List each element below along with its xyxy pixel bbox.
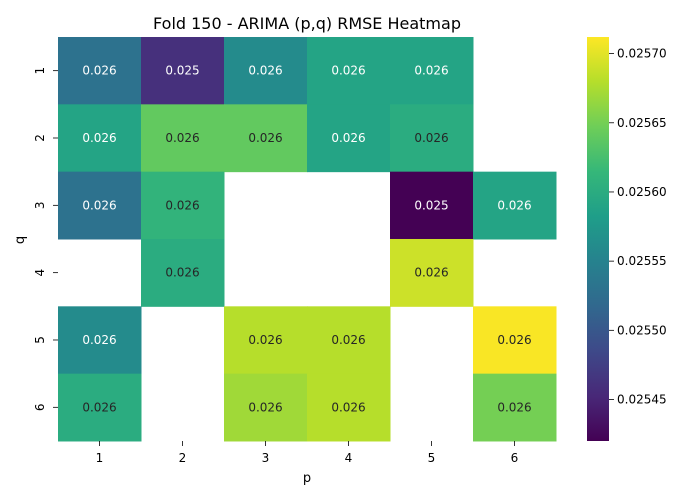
cell-value-label: 0.026 — [165, 198, 199, 212]
y-tick-label: 2 — [33, 134, 47, 142]
cell-value-label: 0.026 — [165, 131, 199, 145]
cell-value-label: 0.026 — [248, 131, 282, 145]
heatmap-cell — [224, 373, 308, 442]
cell-value-label: 0.026 — [248, 333, 282, 347]
x-tick-label: 6 — [511, 451, 519, 465]
cell-value-label: 0.025 — [165, 64, 199, 78]
heatmap-cell — [473, 171, 557, 240]
cell-value-label: 0.026 — [497, 400, 531, 414]
cell-value-label: 0.026 — [331, 131, 365, 145]
colorbar-tick-label: 0.02565 — [617, 116, 667, 130]
heatmap-cell — [390, 238, 474, 307]
y-tick-label: 1 — [33, 67, 47, 75]
colorbar-tick-label: 0.02555 — [617, 254, 667, 268]
cell-value-label: 0.026 — [497, 198, 531, 212]
heatmap-cells — [58, 37, 557, 442]
heatmap-cell — [141, 104, 225, 173]
y-tick-label: 3 — [33, 202, 47, 210]
cell-value-label: 0.026 — [414, 64, 448, 78]
x-axis-label: p — [303, 471, 311, 486]
cell-value-label: 0.026 — [82, 64, 116, 78]
heatmap-cell — [390, 37, 474, 105]
y-axis-label: q — [13, 236, 28, 244]
heatmap-cell — [307, 373, 391, 442]
heatmap-cell — [58, 104, 142, 173]
cell-value-label: 0.026 — [331, 400, 365, 414]
x-tick-label: 2 — [179, 451, 187, 465]
heatmap-cell — [390, 171, 474, 240]
heatmap-cell — [224, 37, 308, 105]
heatmap-cell — [473, 306, 557, 375]
heatmap-cell — [58, 373, 142, 442]
x-tick-label: 4 — [345, 451, 353, 465]
heatmap-cell — [58, 306, 142, 375]
heatmap-cell — [141, 238, 225, 307]
y-tick-label: 5 — [33, 336, 47, 344]
heatmap-cell — [58, 37, 142, 105]
cell-value-label: 0.026 — [248, 400, 282, 414]
heatmap-cell — [141, 171, 225, 240]
x-tick-label: 3 — [262, 451, 270, 465]
cell-value-label: 0.026 — [414, 131, 448, 145]
heatmap-cell — [224, 104, 308, 173]
colorbar-tick-label: 0.02570 — [617, 47, 667, 61]
x-tick-label: 1 — [96, 451, 104, 465]
cell-value-label: 0.026 — [82, 131, 116, 145]
cell-value-label: 0.026 — [82, 400, 116, 414]
cell-value-label: 0.026 — [165, 266, 199, 280]
heatmap-cell — [390, 104, 474, 173]
cell-value-label: 0.026 — [82, 333, 116, 347]
heatmap-cell — [473, 373, 557, 442]
heatmap-cell — [307, 104, 391, 173]
heatmap-cell — [141, 37, 225, 105]
colorbar-tick-label: 0.02545 — [617, 392, 667, 406]
heatmap-cell — [307, 306, 391, 375]
heatmap-cell — [307, 37, 391, 105]
x-axis-ticks: 1 2 3 4 5 6 — [96, 441, 519, 465]
y-tick-label: 6 — [33, 403, 47, 411]
cell-value-label: 0.025 — [414, 198, 448, 212]
heatmap-cell — [224, 306, 308, 375]
heatmap-cell-labels: 0.026 0.025 0.026 0.026 0.026 0.026 0.026 0.026… — [82, 64, 531, 415]
colorbar-tick-label: 0.02550 — [617, 323, 667, 337]
chart-title: Fold 150 - ARIMA (p,q) RMSE Heatmap — [153, 14, 461, 33]
y-tick-label: 4 — [33, 269, 47, 277]
cell-value-label: 0.026 — [82, 198, 116, 212]
y-axis-ticks: 1 2 3 4 5 6 — [33, 67, 58, 411]
cell-value-label: 0.026 — [497, 333, 531, 347]
colorbar — [587, 37, 609, 441]
colorbar-tick-label: 0.02560 — [617, 185, 667, 199]
x-tick-label: 5 — [428, 451, 436, 465]
cell-value-label: 0.026 — [331, 64, 365, 78]
colorbar-ticks: 0.02545 0.02550 0.02555 0.02560 0.02565 0.025… — [609, 47, 667, 406]
cell-value-label: 0.026 — [331, 333, 365, 347]
heatmap-cell — [58, 171, 142, 240]
cell-value-label: 0.026 — [248, 64, 282, 78]
cell-value-label: 0.026 — [414, 266, 448, 280]
